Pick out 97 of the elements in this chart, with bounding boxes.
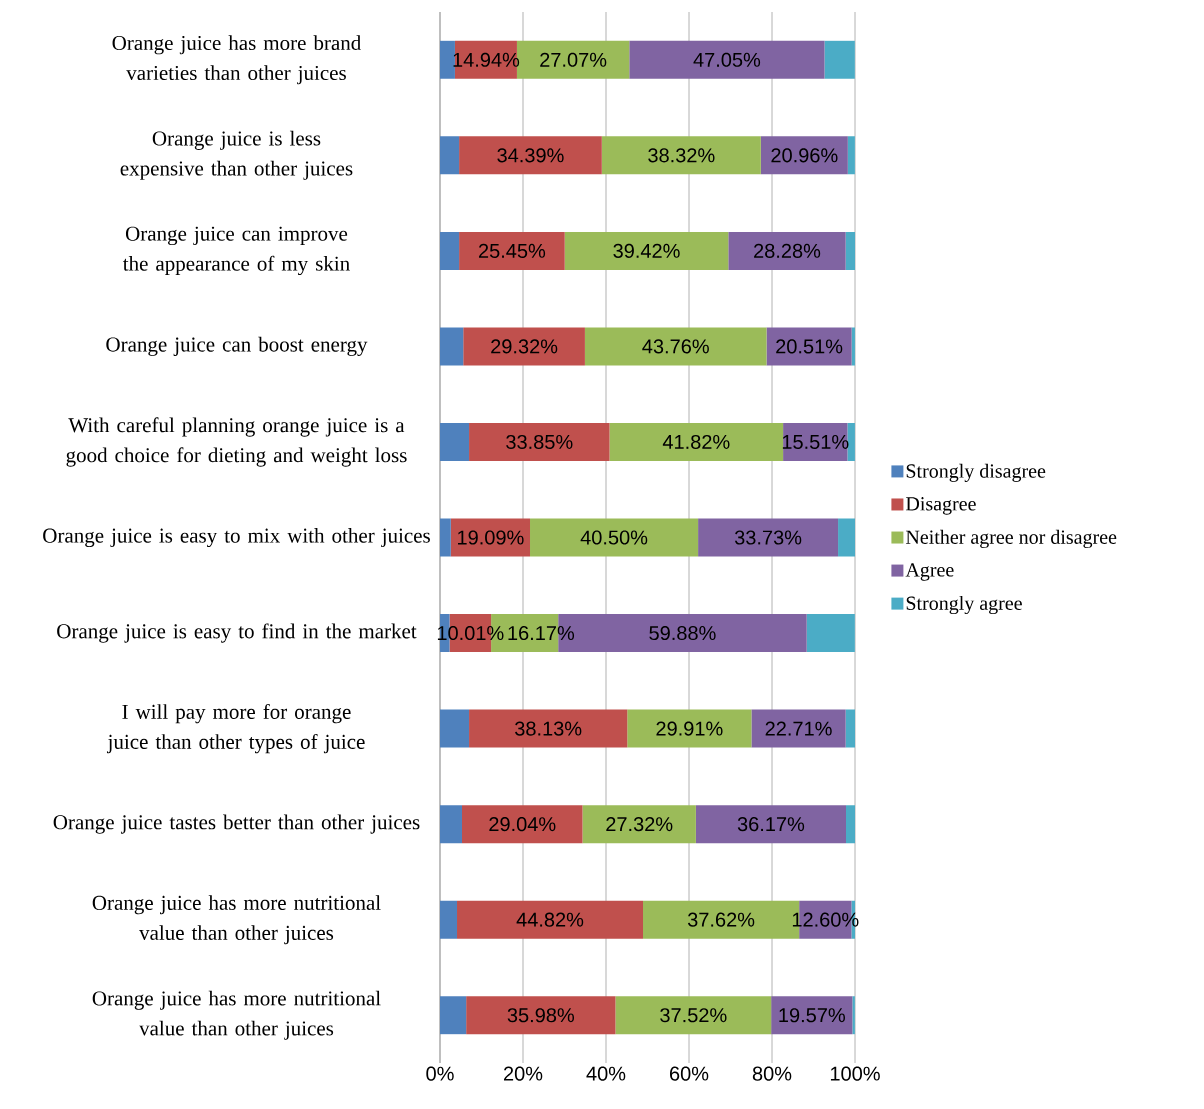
bar [847,422,855,461]
y-tick-label: Orange juice is easy to mix with other juices [43,527,430,548]
bar [440,996,467,1035]
bar [695,805,846,844]
bar [459,231,565,270]
y-tick-label: With careful planning orange juice is a good choice for dieting and weight loss [66,417,407,467]
bar [469,709,628,748]
data-label: 19.09% [458,530,524,545]
x-tick-label: 40% [586,1066,626,1081]
data-label: 33.73% [734,530,802,545]
bar [847,136,855,175]
bar [728,231,846,270]
bar [601,136,761,175]
bar [751,709,846,748]
data-label: 59.88% [649,625,716,641]
bar [771,996,853,1035]
data-label: 36.17% [737,817,805,832]
data-label: 34.39% [497,148,564,163]
data-label: 22.71% [765,721,832,736]
bar [466,996,616,1035]
bar [440,327,464,366]
y-tick-label: Orange juice can boost energy [106,336,368,356]
y-tick-label: Orange juice is less expensive than other juices [120,130,353,180]
bar [440,709,470,748]
bar [845,709,856,748]
x-tick-label: 60% [670,1066,709,1081]
data-label: 38.13% [515,721,582,736]
bar [440,900,458,939]
bar [852,996,855,1035]
bar [564,231,729,270]
data-label: 39.42% [613,243,680,258]
bar [469,422,610,461]
bar [582,805,696,844]
data-label: 33.85% [506,434,573,450]
x-tick-label: 20% [503,1066,543,1081]
legend-label: Agree [905,563,954,581]
bar [609,422,784,461]
bar [530,518,699,557]
data-label: 16.17% [508,625,575,641]
bar [440,805,462,844]
y-tick-label: Orange juice has more nutritional value than other juices [92,895,381,945]
data-label: 20.96% [771,148,838,163]
bar [459,136,602,175]
bar [440,518,451,557]
bar [440,422,470,461]
bar [440,136,460,175]
x-tick-label: 100% [830,1066,880,1081]
data-label: 38.32% [648,148,715,163]
data-label: 41.82% [662,434,730,450]
data-label: 15.51% [782,434,849,449]
bar [846,805,856,844]
data-label: 29.32% [491,339,558,354]
x-tick-label: 80% [752,1066,792,1081]
data-label: 35.98% [507,1008,574,1023]
bar [806,614,855,653]
y-tick-label: Orange juice has more brand varieties than other juices [112,35,362,85]
y-tick-label: Orange juice can improve the appearance of my skin [122,226,350,276]
data-label: 29.91% [656,721,723,736]
bar [851,327,855,366]
data-label: 25.45% [478,243,546,258]
data-label: 29.04% [489,817,556,832]
data-label: 27.32% [606,817,673,832]
legend-label: Disagree [905,497,976,515]
data-label: 47.05% [693,52,761,67]
bar [450,518,531,557]
data-label: 28.28% [754,243,821,258]
legend-label: Strongly disagree [906,463,1046,482]
legend-label: Strongly agree [906,595,1022,615]
x-tick-label: 0% [426,1066,454,1081]
bar [698,518,839,557]
data-label: 44.82% [516,912,584,927]
data-label: 19.57% [779,1008,845,1023]
data-label: 20.51% [776,339,843,354]
data-label: 40.50% [580,530,648,545]
data-label: 37.62% [687,912,755,927]
bar [462,805,583,844]
bar [440,231,460,270]
bar [584,327,767,366]
bar [629,40,825,79]
data-label: 37.52% [660,1008,727,1023]
bar [838,518,856,557]
y-tick-label: Orange juice has more nutritional value than other juices [92,990,381,1040]
y-tick-label: Orange juice is easy to find in the market [57,623,417,643]
bar [440,40,455,79]
bar [845,231,856,270]
y-tick-label: I will pay more for orange juice than other types of juice [106,703,365,754]
bar [615,996,772,1035]
bar [457,900,644,939]
bar [766,327,852,366]
y-tick-label: Orange juice tastes better than other juices [53,814,420,834]
legend-label: Neither agree nor disagree [905,529,1117,549]
bar [760,136,848,175]
bar [824,40,855,79]
bar [627,709,752,748]
bar [463,327,585,366]
data-label: 27.07% [540,52,607,67]
data-label: 43.76% [642,339,709,354]
